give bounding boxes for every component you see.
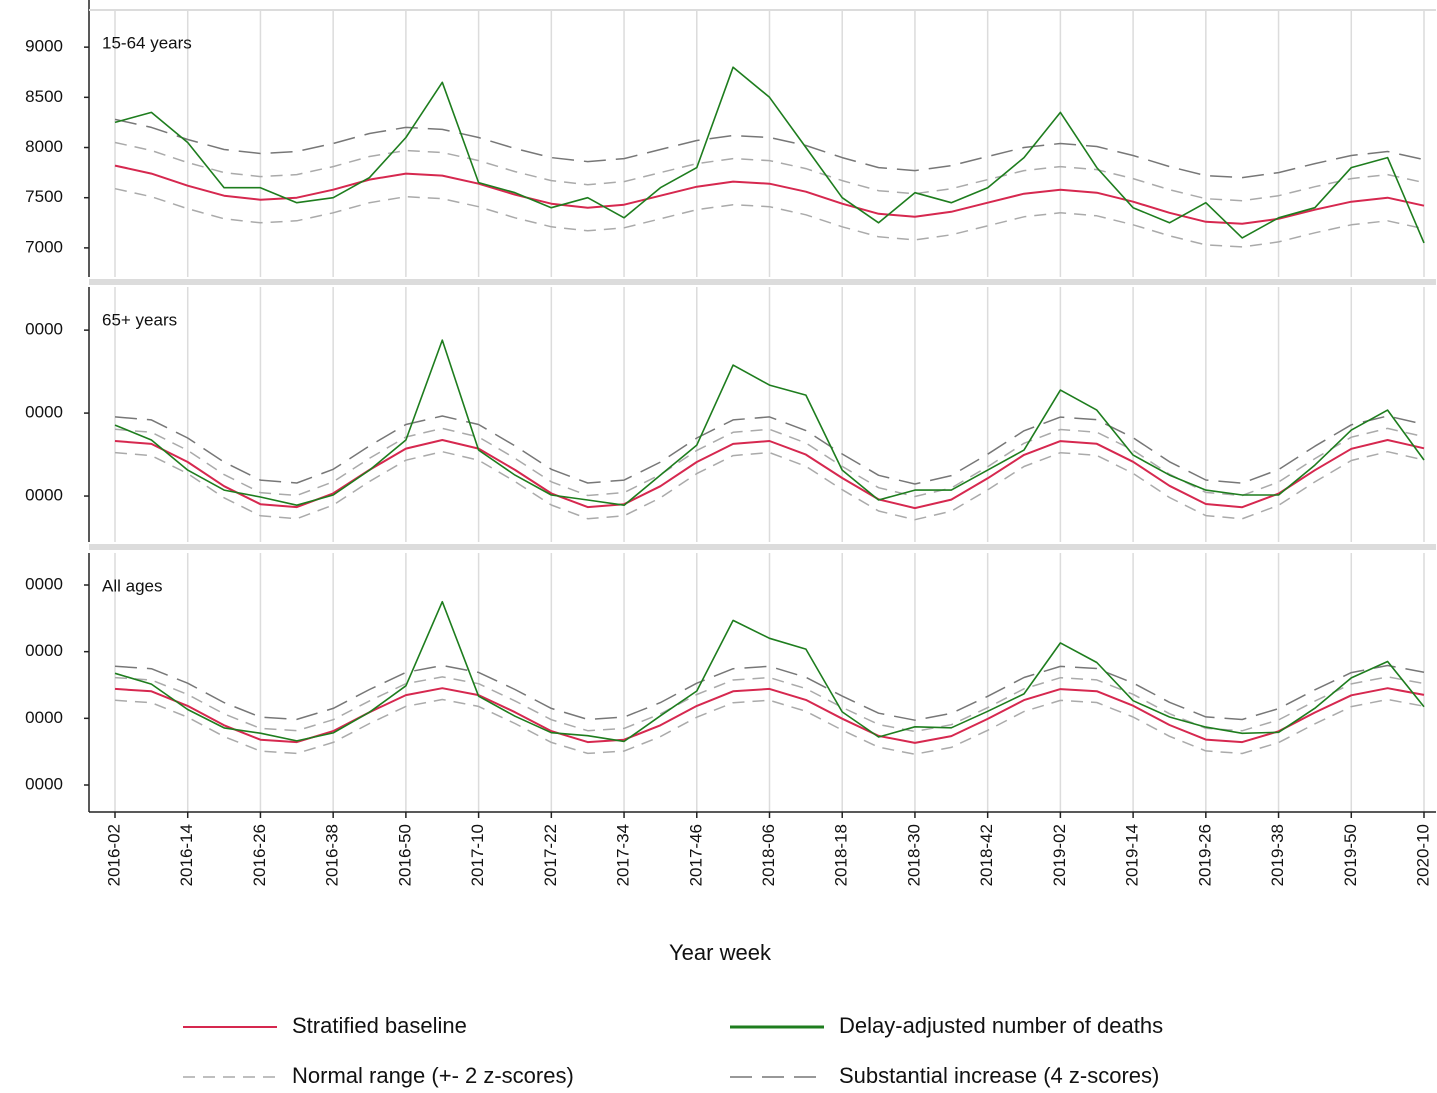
- legend-label: Substantial increase (4 z-scores): [839, 1063, 1159, 1088]
- x-axis-title: Year week: [669, 940, 772, 965]
- y-tick-label: 9000: [25, 37, 63, 56]
- normal-range-line: [114, 450, 1425, 521]
- x-tick-label: 2019-50: [1341, 824, 1360, 886]
- y-tick-label: 8500: [25, 87, 63, 106]
- x-tick-label: 2018-30: [904, 824, 923, 886]
- x-tick-label: 2017-10: [468, 824, 487, 886]
- x-tick-label: 2018-42: [977, 824, 996, 886]
- y-tick-label: 0000: [25, 708, 63, 727]
- legend-label: Stratified baseline: [292, 1013, 467, 1038]
- y-tick-label: 0000: [25, 574, 63, 593]
- x-tick-label: 2019-38: [1268, 824, 1287, 886]
- baseline-line: [114, 439, 1425, 510]
- normal-range-line: [114, 187, 1425, 248]
- baseline-line: [114, 164, 1425, 225]
- substantial-line: [114, 664, 1425, 721]
- panel-title: 65+ years: [102, 310, 177, 329]
- normal-range-line: [114, 141, 1425, 202]
- x-tick-label: 2017-22: [541, 824, 560, 886]
- x-tick-label: 2016-02: [104, 824, 123, 886]
- y-tick-label: 0000: [25, 641, 63, 660]
- deaths-line: [114, 66, 1425, 244]
- x-tick-label: 2020-10: [1413, 824, 1432, 886]
- x-tick-label: 2018-06: [759, 824, 778, 886]
- legend-label: Delay-adjusted number of deaths: [839, 1013, 1163, 1038]
- substantial-line: [114, 415, 1425, 485]
- legend-label: Normal range (+- 2 z-scores): [292, 1063, 574, 1088]
- x-tick-label: 2017-46: [686, 824, 705, 886]
- x-tick-label: 2019-26: [1195, 824, 1214, 886]
- x-tick-label: 2019-02: [1050, 824, 1069, 886]
- y-tick-label: 0000: [25, 486, 63, 505]
- y-tick-label: 7000: [25, 237, 63, 256]
- x-tick-label: 2017-34: [614, 824, 633, 886]
- deaths-line: [114, 339, 1425, 506]
- y-tick-label: 0000: [25, 774, 63, 793]
- x-tick-label: 2016-26: [250, 824, 269, 886]
- x-tick-label: 2019-14: [1123, 824, 1142, 886]
- panel-title: All ages: [102, 576, 162, 595]
- normal-range-line: [114, 427, 1425, 498]
- y-tick-label: 7500: [25, 187, 63, 206]
- x-tick-label: 2016-38: [323, 824, 342, 886]
- y-tick-label: 0000: [25, 320, 63, 339]
- y-tick-label: 8000: [25, 137, 63, 156]
- x-tick-label: 2018-18: [832, 824, 851, 886]
- normal-range-line: [114, 676, 1425, 733]
- x-tick-label: 2016-14: [177, 824, 196, 886]
- y-tick-label: 0000: [25, 403, 63, 422]
- baseline-line: [114, 687, 1425, 744]
- x-tick-label: 2016-50: [395, 824, 414, 886]
- deaths-line: [114, 600, 1425, 743]
- normal-range-line: [114, 698, 1425, 755]
- panel-title: 15-64 years: [102, 33, 192, 52]
